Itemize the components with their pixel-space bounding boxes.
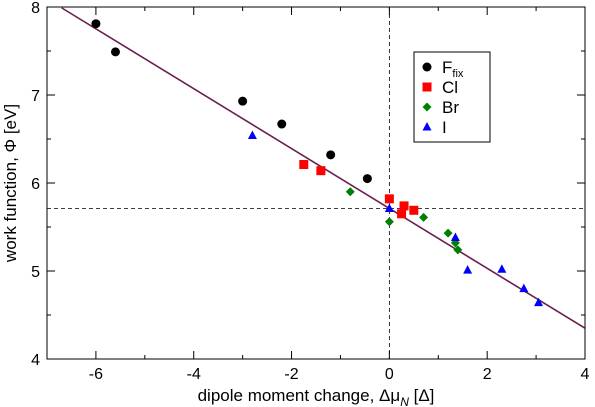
series-f <box>91 19 372 184</box>
data-points <box>91 19 544 307</box>
data-point <box>384 217 394 227</box>
x-tick-label: 0 <box>385 366 394 383</box>
data-point <box>247 130 257 139</box>
x-tick-label: 4 <box>581 366 590 383</box>
legend-marker-f <box>422 62 432 72</box>
data-point <box>463 265 473 274</box>
series-i <box>247 130 544 307</box>
data-point <box>519 283 529 293</box>
data-point <box>277 119 287 129</box>
y-tick-label: 7 <box>31 88 40 105</box>
x-axis-label: dipole moment change, ΔμN [Δ] <box>198 386 435 407</box>
legend-marker-br <box>422 102 432 112</box>
x-tick-label: -4 <box>187 366 201 383</box>
x-tick-label: -6 <box>89 366 103 383</box>
data-point <box>384 203 394 213</box>
data-point <box>326 150 336 160</box>
series-br <box>345 187 463 255</box>
data-point <box>453 245 463 255</box>
x-tick-label: 2 <box>483 366 492 383</box>
legend-label-i: I <box>442 118 447 137</box>
data-point <box>299 160 309 170</box>
data-point <box>419 212 429 222</box>
data-point <box>316 166 326 176</box>
axis-ticks: -6 -4 -2 0 2 4 4 5 6 7 8 <box>31 0 589 383</box>
data-point <box>397 209 407 219</box>
x-axis-label-unit: [Δ] <box>409 386 435 405</box>
data-point <box>534 297 544 307</box>
plot-frame <box>46 6 586 360</box>
series-cl <box>299 160 419 219</box>
data-point <box>345 187 355 197</box>
data-point <box>450 232 460 242</box>
legend-marker-cl <box>422 82 432 92</box>
y-tick-label: 8 <box>31 0 40 17</box>
x-tick-label: -2 <box>284 366 298 383</box>
legend-label-br: Br <box>442 98 459 117</box>
legend-marker-i <box>422 122 432 131</box>
data-point <box>497 264 507 273</box>
data-point <box>384 194 394 204</box>
y-tick-label: 5 <box>31 264 40 281</box>
y-tick-label: 4 <box>31 352 40 369</box>
data-point <box>409 205 419 215</box>
legend-label-cl: Cl <box>442 78 458 97</box>
data-point <box>399 201 409 211</box>
data-point <box>238 96 248 106</box>
reference-lines <box>47 7 585 359</box>
y-tick-label: 6 <box>31 176 40 193</box>
legend-label-f: Ffix <box>442 58 464 80</box>
data-point <box>362 174 372 184</box>
data-point <box>91 19 101 29</box>
x-axis-label-subscript: N <box>400 395 409 407</box>
y-axis-label: work function, Φ [eV] <box>1 104 20 263</box>
data-point <box>110 47 120 57</box>
data-point <box>443 228 453 238</box>
